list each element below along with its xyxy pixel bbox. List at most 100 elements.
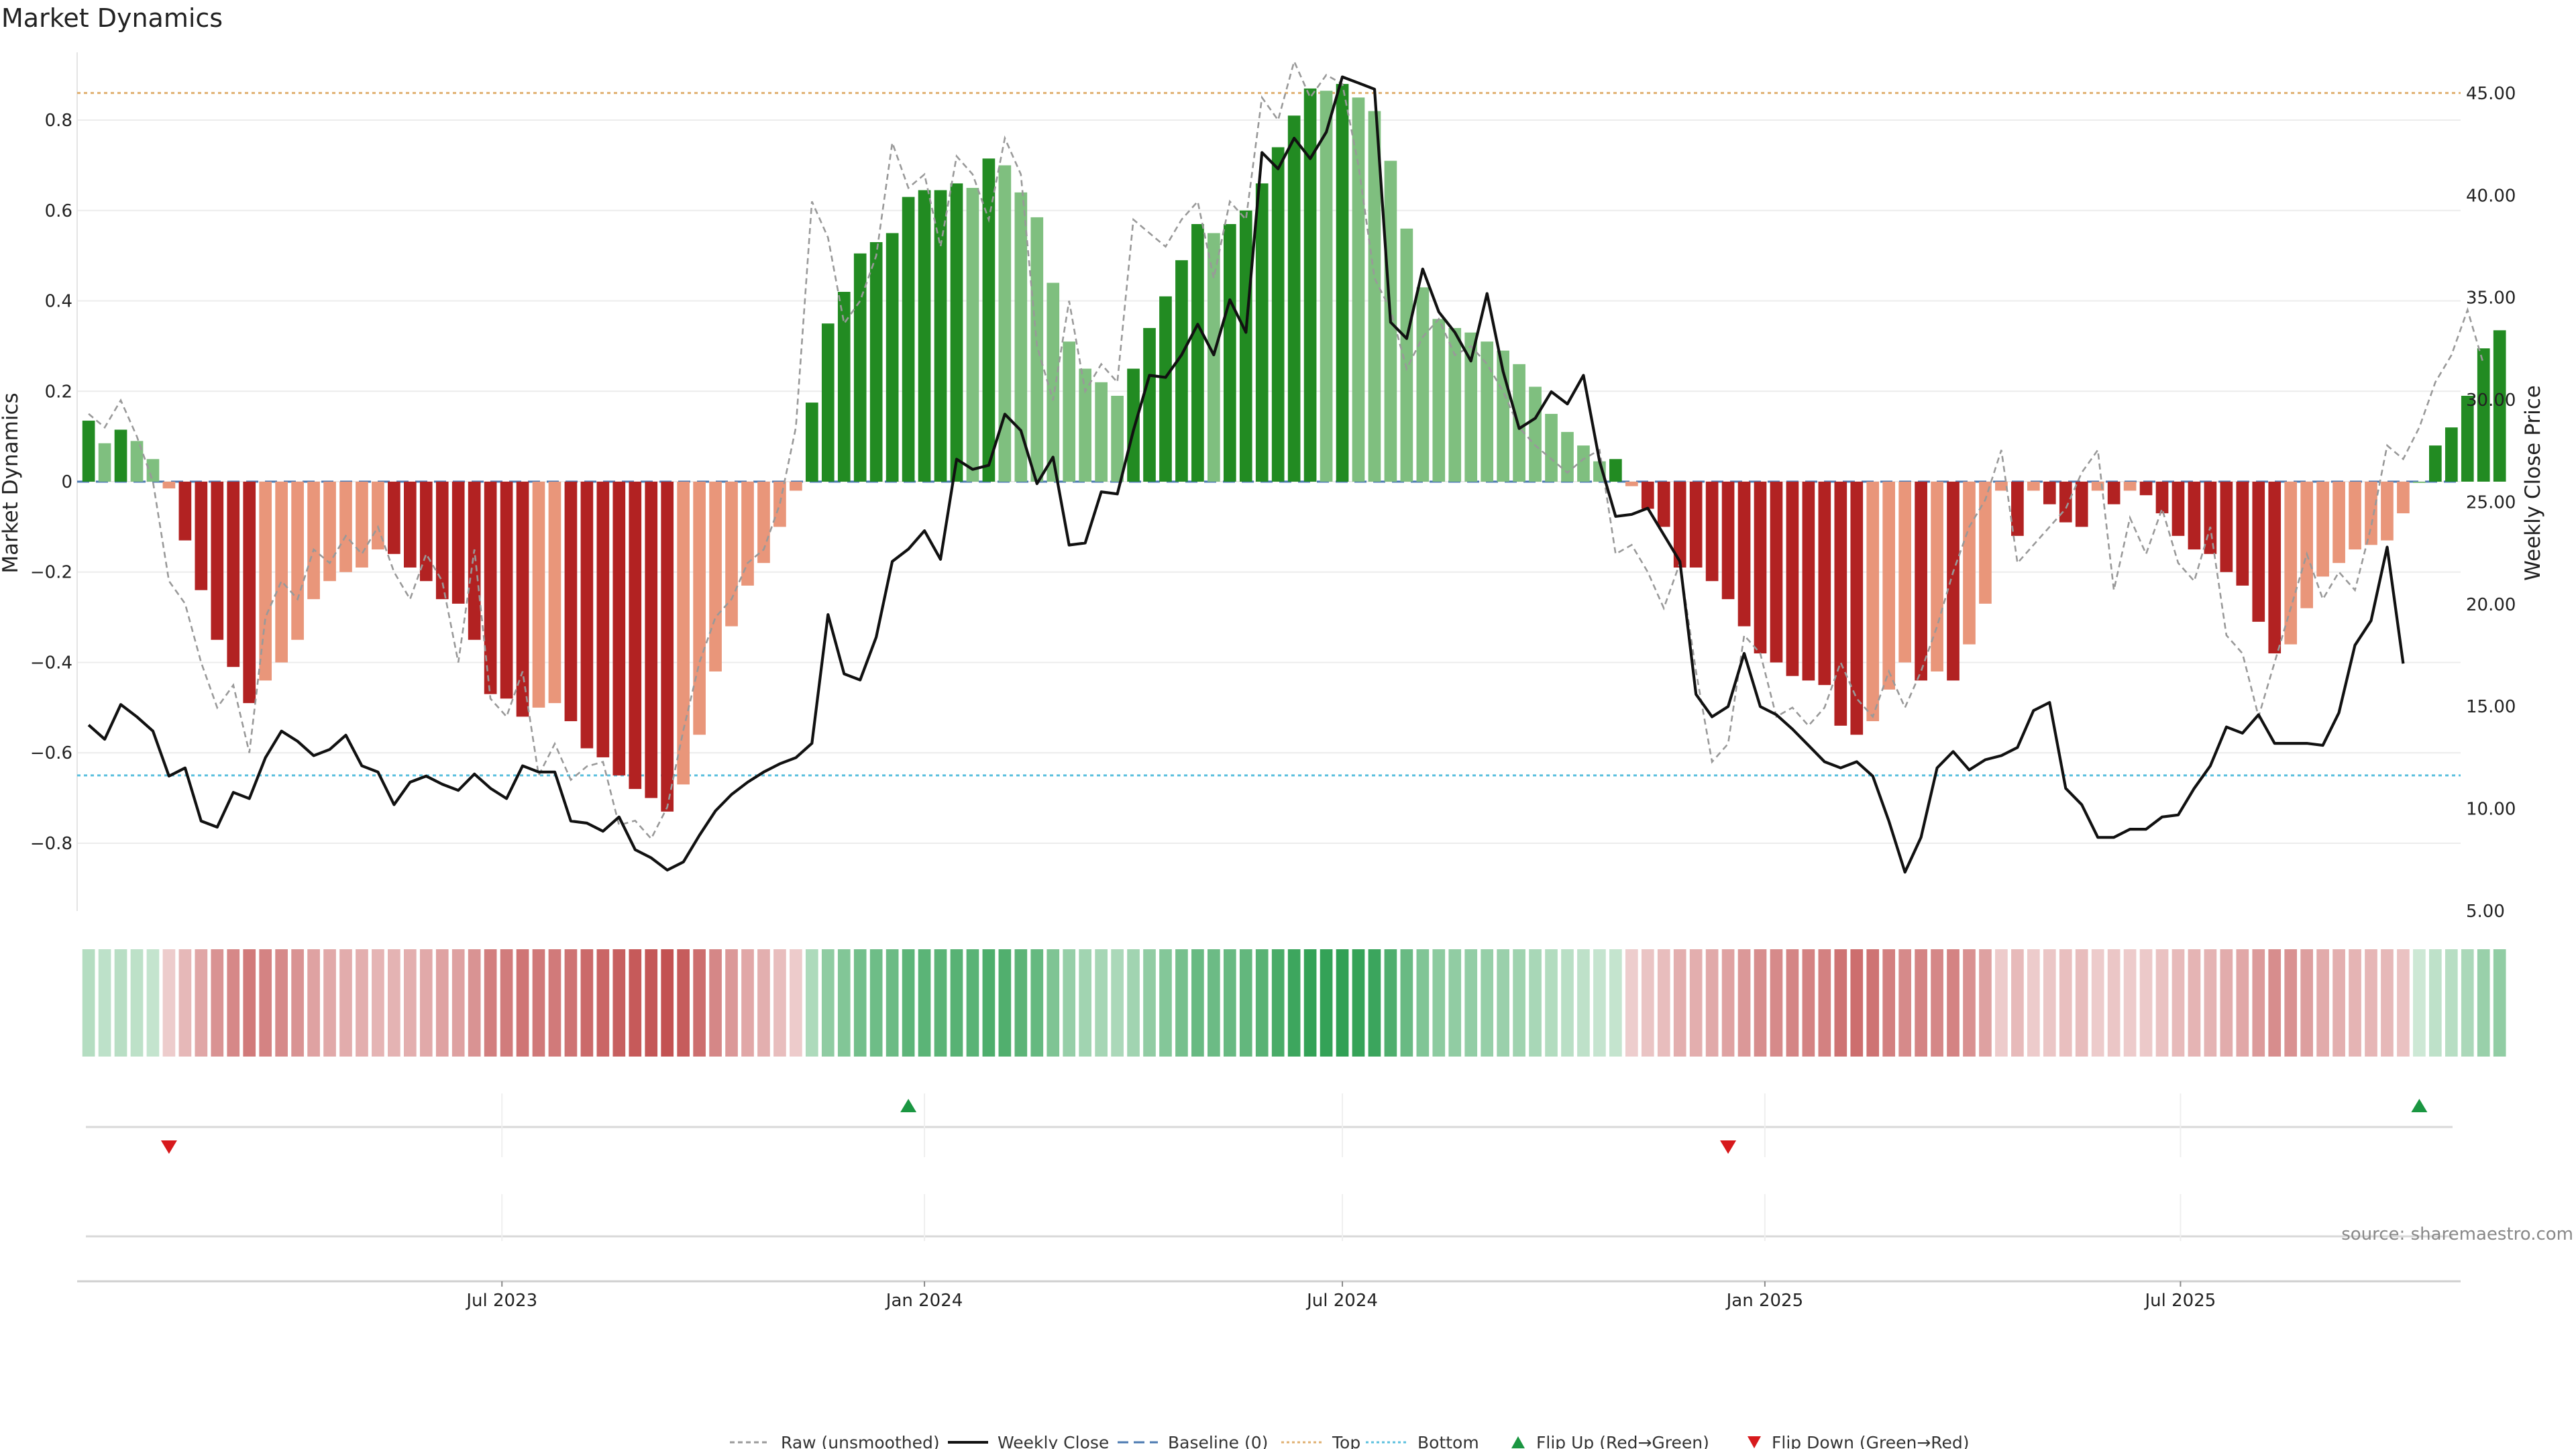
heat-cell: [1721, 949, 1735, 1057]
heat-cell: [1931, 949, 1943, 1057]
heat-cell: [2381, 949, 2394, 1057]
heat-cell: [2268, 949, 2282, 1057]
dynamics-bar: [1513, 364, 1525, 482]
heat-cell: [468, 949, 481, 1057]
heat-cell: [2107, 949, 2121, 1057]
legend-label: Flip Up (Red→Green): [1536, 1433, 1709, 1449]
x-tick-label: Jan 2024: [885, 1291, 963, 1311]
heat-cell: [725, 949, 738, 1057]
dynamics-bar: [1303, 88, 1317, 482]
heat-cell: [307, 949, 320, 1057]
dynamics-bar: [1079, 368, 1092, 482]
heat-cell: [1915, 949, 1927, 1057]
dynamics-bar: [837, 292, 851, 482]
heat-cell: [1336, 949, 1349, 1057]
dynamics-bar: [2413, 482, 2426, 483]
dynamics-bar: [484, 482, 497, 694]
heat-cell: [435, 949, 449, 1057]
dynamics-bar: [1030, 217, 1044, 482]
x-tick-label: Jul 2025: [2143, 1291, 2216, 1311]
heat-cell: [2349, 949, 2361, 1057]
dynamics-bar: [741, 482, 754, 586]
heat-cell: [339, 949, 352, 1057]
dynamics-bar: [259, 482, 272, 681]
heat-cell: [645, 949, 658, 1057]
dynamics-bar: [307, 482, 320, 600]
y-tick-label: −0.8: [30, 834, 72, 854]
dynamics-bar: [1063, 341, 1076, 482]
legend-swatch-flip-down: [1748, 1436, 1761, 1448]
heat-cell: [2397, 949, 2410, 1057]
heat-cell: [693, 949, 706, 1057]
heat-cell: [275, 949, 288, 1057]
dynamics-bar: [468, 482, 481, 640]
dynamics-bar: [1915, 482, 1927, 681]
y-tick-label: 0.6: [45, 201, 72, 221]
heat-cell: [2220, 949, 2233, 1057]
heat-cell: [2171, 949, 2185, 1057]
dynamics-bar: [1705, 482, 1719, 582]
heat-cell: [1063, 949, 1076, 1057]
dynamics-bar: [1963, 482, 1976, 645]
legend-entry: Baseline (0): [1118, 1433, 1268, 1449]
heat-cell: [1320, 949, 1333, 1057]
dynamics-bar: [195, 482, 208, 590]
dynamics-bar: [1159, 296, 1172, 482]
heat-cell: [869, 949, 883, 1057]
heat-cell: [1046, 949, 1060, 1057]
dynamics-bar: [2027, 482, 2040, 491]
dynamics-bar: [596, 482, 610, 757]
dynamics-bar: [2300, 482, 2314, 608]
legend-entry: Raw (unsmoothed): [730, 1433, 940, 1449]
dynamics-bar: [243, 482, 256, 704]
dynamics-bar: [1368, 111, 1381, 482]
dynamics-bar: [2429, 445, 2442, 482]
legend-entry: Flip Down (Green→Red): [1748, 1433, 1970, 1449]
heat-cell: [1239, 949, 1252, 1057]
dynamics-bar: [1223, 224, 1236, 482]
heat-cell: [2316, 949, 2329, 1057]
heat-cell: [596, 949, 610, 1057]
heat-cell: [2477, 949, 2490, 1057]
y-tick-label: 0.4: [45, 292, 72, 312]
dynamics-bar: [275, 482, 288, 663]
heat-cell: [1593, 949, 1606, 1057]
regime-heat-strip: [82, 949, 2506, 1057]
dynamics-bar: [2397, 482, 2410, 514]
heat-cell: [741, 949, 754, 1057]
heat-cell: [934, 949, 947, 1057]
dynamics-bar: [1995, 482, 2008, 491]
dynamics-bar: [388, 482, 400, 554]
heat-cell: [2236, 949, 2249, 1057]
dynamics-bar: [1191, 224, 1204, 482]
dynamics-bar: [2043, 482, 2056, 504]
dynamics-bar: [902, 197, 915, 482]
dynamics-bar: [1127, 368, 1140, 482]
legend-label: Bottom: [1417, 1433, 1479, 1449]
heat-cell: [1802, 949, 1815, 1057]
y-tick-label: −0.2: [30, 563, 72, 583]
heat-cell: [677, 949, 690, 1057]
heat-cell: [451, 949, 465, 1057]
flip-up-marker: [900, 1099, 917, 1112]
dynamics-bar: [1754, 482, 1767, 653]
heat-cell: [612, 949, 626, 1057]
heat-cell: [532, 949, 545, 1057]
dynamics-bar: [516, 482, 529, 717]
dynamics-bar: [1577, 445, 1590, 482]
heat-cell: [1208, 949, 1220, 1057]
legend-entry: Flip Up (Red→Green): [1511, 1433, 1709, 1449]
heat-cell: [1400, 949, 1413, 1057]
dynamics-bar: [98, 443, 111, 482]
dynamics-bar: [419, 482, 433, 582]
dynamics-bar: [2107, 482, 2121, 504]
dynamics-bar: [612, 482, 626, 775]
heat-cell: [2027, 949, 2040, 1057]
heat-cell: [162, 949, 176, 1057]
heat-cell: [1561, 949, 1574, 1057]
dynamics-bar: [2155, 482, 2169, 514]
y2-tick-label: 25.00: [2466, 492, 2516, 513]
heat-cell: [1850, 949, 1864, 1057]
dynamics-bar: [532, 482, 545, 708]
